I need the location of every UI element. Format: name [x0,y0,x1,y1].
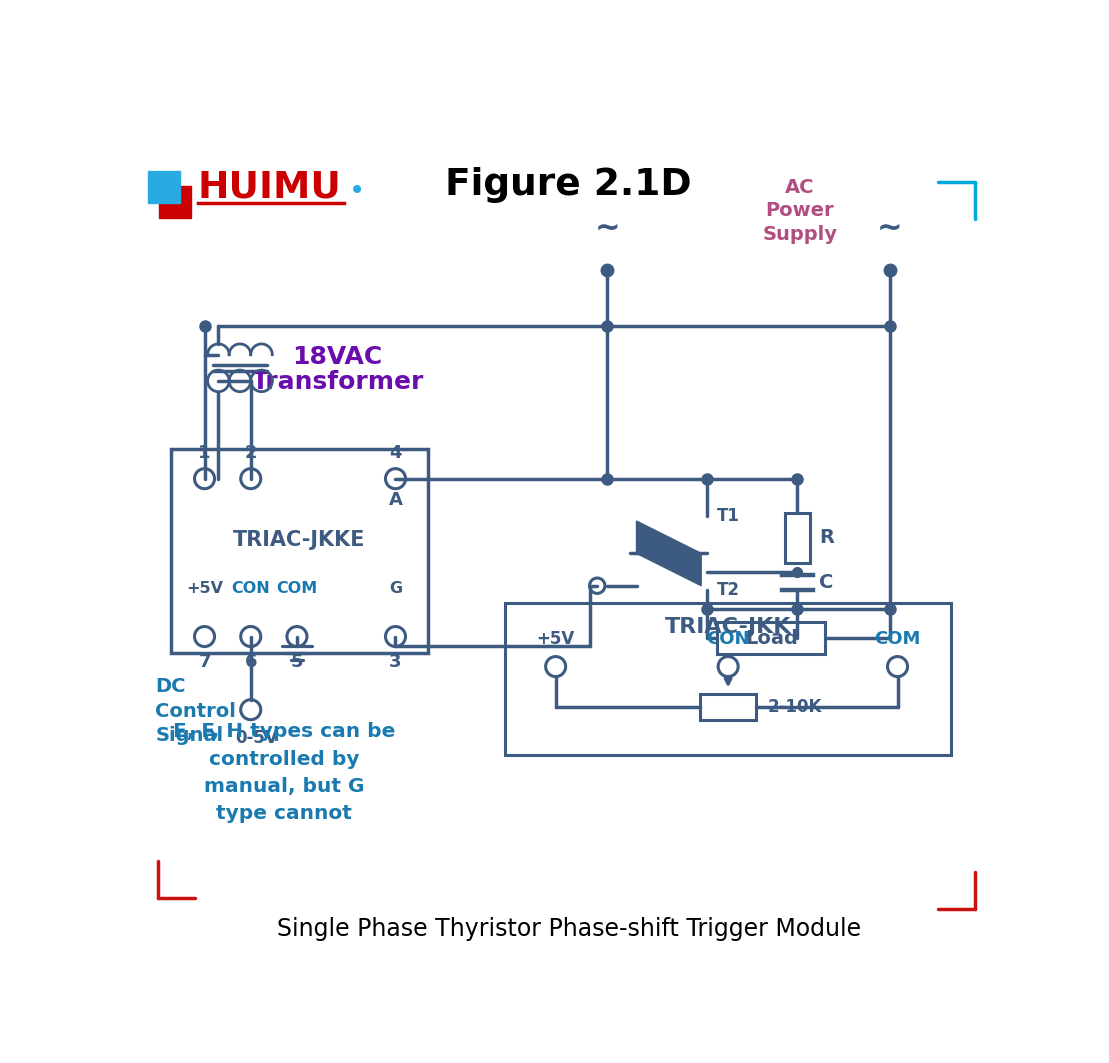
Bar [785,513,810,562]
Polygon shape [637,521,701,554]
Text: AC
Power
Supply: AC Power Supply [762,178,837,243]
Text: E, F, H types can be
controlled by
manual, but G
type cannot: E, F, H types can be controlled by manua… [173,723,395,823]
Text: 18VAC: 18VAC [293,345,383,369]
Text: ~: ~ [594,214,620,243]
Text: 4: 4 [389,443,401,461]
Bar [147,171,180,203]
Text: Load: Load [745,628,797,647]
Text: 3: 3 [389,654,401,672]
Polygon shape [637,554,701,586]
Text: T2: T2 [716,581,740,600]
Text: G: G [389,581,403,596]
Bar [159,186,192,218]
Text: CON: CON [706,630,750,648]
Text: +5V: +5V [186,581,223,596]
Text: 0-5V: 0-5V [235,729,278,747]
Text: C: C [820,573,833,592]
Text: ~: ~ [877,214,903,243]
Text: DC
Control
Signal: DC Control Signal [155,677,236,745]
Text: 2-10K: 2-10K [767,698,822,716]
Text: 1: 1 [199,443,211,461]
Text: HUIMU: HUIMU [197,170,342,205]
Text: TRIAC-JKK: TRIAC-JKK [665,617,792,637]
Text: Transformer: Transformer [252,370,424,394]
Text: R: R [820,528,834,547]
Text: 2: 2 [244,443,257,461]
Text: COM: COM [276,581,317,596]
Text: Single Phase Thyristor Phase-shift Trigger Module: Single Phase Thyristor Phase-shift Trigg… [276,917,861,941]
Text: COM: COM [874,630,920,648]
Bar [718,622,825,654]
Text: 7: 7 [199,654,211,672]
Text: •: • [349,178,366,205]
Bar [171,450,428,654]
Text: 6: 6 [244,654,257,672]
Text: 5: 5 [291,654,303,672]
Text: +5V: +5V [537,630,574,648]
Text: TRIAC-JKKE: TRIAC-JKKE [233,529,366,550]
Text: T1: T1 [716,507,740,525]
Bar [505,604,952,755]
Text: CON: CON [232,581,271,596]
Bar [701,694,756,721]
Text: A: A [388,491,403,509]
Text: Figure 2.1D: Figure 2.1D [446,167,692,203]
